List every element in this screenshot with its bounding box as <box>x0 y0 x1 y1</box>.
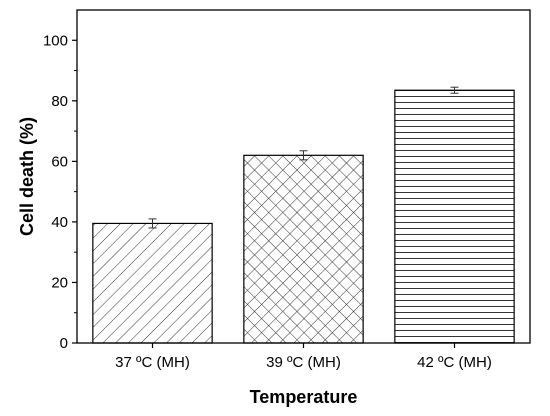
error-bar <box>299 150 308 161</box>
bars <box>92 89 515 344</box>
y-tick-label: 40 <box>51 214 68 231</box>
y-axis-title: Cell death (%) <box>17 117 37 236</box>
y-tick-label: 60 <box>51 153 68 170</box>
x-axis: 37 ºC (MH) 39 ºC (MH) 42 ºC (MH) <box>115 343 492 371</box>
x-axis-title: Temperature <box>250 387 358 407</box>
y-tick-label: 0 <box>60 335 68 352</box>
y-tick-label: 100 <box>43 32 68 49</box>
x-tick-label: 42 ºC (MH) <box>417 354 492 371</box>
error-bar <box>148 218 157 229</box>
error-bars <box>148 86 459 229</box>
y-tick-label: 20 <box>51 274 68 291</box>
bar <box>394 89 515 344</box>
bar <box>243 154 364 344</box>
y-tick-label: 80 <box>51 93 68 110</box>
error-bar <box>450 86 459 94</box>
bar <box>92 222 213 344</box>
y-axis: 0 20 40 60 80 100 <box>43 32 77 352</box>
x-tick-label: 37 ºC (MH) <box>115 354 190 371</box>
x-tick-label: 39 ºC (MH) <box>266 354 341 371</box>
